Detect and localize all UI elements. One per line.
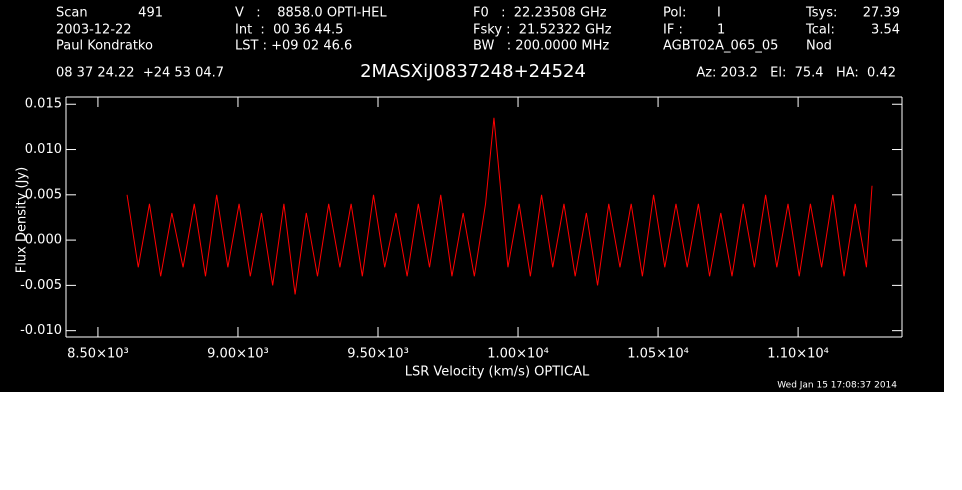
bandwidth: BW : 200.0000 MHz — [473, 39, 609, 54]
x-tick-label: 1.00×10⁴ — [487, 347, 549, 362]
y-tick-label: 0.000 — [25, 233, 62, 248]
tcal: 3.54 — [871, 23, 900, 38]
y-axis-label: Flux Density (Jy) — [15, 167, 30, 273]
frame — [65, 96, 903, 338]
f0: F0 : 22.23508 GHz — [473, 6, 607, 21]
y-tick-label: 0.010 — [25, 142, 62, 157]
x-tick-label: 9.00×10³ — [207, 347, 269, 362]
y-tick-label: 0.015 — [25, 97, 62, 112]
y-tick-label: -0.005 — [20, 278, 62, 293]
tcal-label: Tcal: — [805, 23, 835, 38]
spectrum-line — [126, 117, 873, 295]
tsys-label: Tsys: — [805, 6, 837, 21]
observer: Paul Kondratko — [56, 39, 153, 54]
date: 2003-12-22 — [56, 23, 132, 38]
integration: Int : 00 36 44.5 — [235, 23, 343, 38]
x-tick-label: 9.50×10³ — [347, 347, 409, 362]
coordinates: 08 37 24.22 +24 53 04.7 — [56, 66, 224, 81]
tsys: 27.39 — [863, 6, 900, 21]
chart-title: 2MASXiJ0837248+24524 — [360, 61, 586, 82]
scan: 491 — [138, 6, 163, 21]
if-label: IF : — [663, 23, 683, 38]
velocity: V : 8858.0 OPTI-HEL — [235, 6, 387, 21]
pol: I — [717, 6, 721, 21]
x-tick-label: 1.10×10⁴ — [767, 347, 829, 362]
scan-label: Scan — [56, 6, 88, 21]
x-tick-label: 1.05×10⁴ — [627, 347, 689, 362]
project: AGBT02A_065_05 — [663, 39, 778, 54]
plot-background — [0, 0, 944, 392]
pol-label: Pol: — [663, 6, 686, 21]
if: 1 — [717, 23, 725, 38]
timestamp: Wed Jan 15 17:08:37 2014 — [777, 381, 897, 391]
x-tick-label: 8.50×10³ — [67, 347, 129, 362]
x-axis-label: LSR Velocity (km/s) OPTICAL — [405, 365, 590, 380]
az-el: Az: 203.2 El: 75.4 HA: 0.42 — [696, 66, 896, 81]
y-tick-label: 0.005 — [25, 187, 62, 202]
y-tick-label: -0.010 — [20, 323, 62, 338]
fsky: Fsky : 21.52322 GHz — [473, 23, 612, 38]
lst: LST : +09 02 46.6 — [235, 39, 352, 54]
procedure: Nod — [806, 39, 832, 54]
